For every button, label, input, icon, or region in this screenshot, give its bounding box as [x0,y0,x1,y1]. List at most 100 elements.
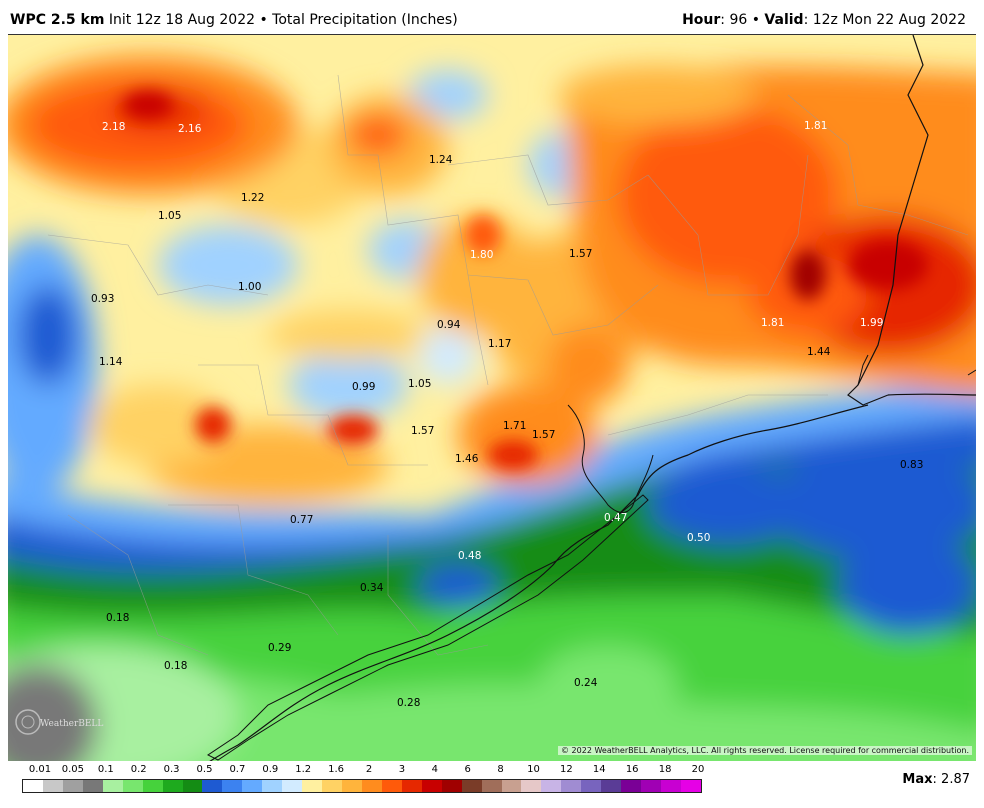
value-label: 0.47 [604,512,627,524]
legend-swatch [421,780,442,792]
legend-swatch [641,780,661,792]
value-label: 0.99 [352,381,375,393]
legend-tick-label: 20 [691,764,705,775]
lake-outline [857,354,976,386]
legend-swatch [82,780,103,792]
legend-tick-label: 16 [625,764,639,775]
valid-value: : 12z Mon 22 Aug 2022 [803,12,966,28]
value-label: 0.28 [397,697,420,709]
value-label: 1.81 [804,120,827,132]
legend-tick-label: 18 [658,764,672,775]
logo-text: WeatherBELL [40,719,103,729]
legend-swatch [142,780,163,792]
hour-label: Hour [682,12,721,28]
value-label: 1.57 [532,429,555,441]
legend-swatch [222,780,243,792]
legend-tick-label: 14 [592,764,606,775]
legend-swatch [202,780,223,792]
legend-tick-label: 0.5 [196,764,213,775]
value-label: 1.14 [99,356,123,368]
legend-swatch [501,780,522,792]
legend-tick-label: 0.01 [28,764,52,775]
legend-swatch [182,780,203,792]
copyright-notice: © 2022 WeatherBELL Analytics, LLC. All r… [558,746,972,755]
value-label: 1.24 [429,154,453,166]
legend-swatch [102,780,123,792]
bay-outline [567,404,654,513]
max-number: : 2.87 [932,772,970,787]
legend-tick-label: 0.7 [229,764,246,775]
county-boundaries [47,74,969,656]
init-text: Init 12z 18 Aug 2022 • Total Precipitati… [108,12,458,28]
max-label: Max [902,772,933,787]
hour-value: : 96 • [720,12,765,28]
legend-tick-label: 1.6 [328,764,345,775]
value-label: 1.00 [238,281,261,293]
value-label: 0.77 [290,514,313,526]
state-boundary [847,35,929,406]
coastline [209,393,976,761]
value-label: 0.94 [437,319,461,331]
legend-swatch [282,780,303,792]
legend-tick-label: 3 [398,764,406,775]
legend-swatch [23,780,43,792]
map-title: WPC 2.5 km Init 12z 18 Aug 2022 • Total … [10,12,458,28]
value-label: 1.99 [860,317,883,329]
legend-tick-label: 10 [527,764,540,775]
value-label: 1.71 [503,420,526,432]
precip-contours [8,55,976,761]
value-label: 0.34 [360,582,384,594]
legend-swatch [601,780,622,792]
value-label: 1.57 [569,248,592,260]
legend-tick-label: 1.2 [295,764,312,775]
legend-swatch [541,780,562,792]
legend-swatch [441,780,462,792]
value-label: 1.44 [807,346,831,358]
legend-swatch [262,780,283,792]
valid-time: Hour: 96 • Valid: 12z Mon 22 Aug 2022 [682,12,966,28]
legend-tick-label: 4 [431,764,438,775]
legend-tick-label: 2 [365,764,373,775]
precip-cores [123,91,928,470]
value-labels: 2.18 2.16 1.24 1.81 1.22 1.05 1.80 1.57 … [91,120,923,709]
legend-tick-label: 0.2 [130,764,147,775]
value-label: 0.50 [687,532,710,544]
legend-swatch [162,780,183,792]
value-label: 0.93 [91,293,114,305]
value-label: 1.57 [411,425,434,437]
legend-swatch [42,780,63,792]
legend-swatch [561,780,582,792]
legend-swatch [521,780,542,792]
weatherbell-logo: WeatherBELL [15,709,103,735]
legend-tick-label: 12 [560,764,573,775]
legend-tick-label: 0.9 [262,764,279,775]
legend-swatches [22,779,702,793]
legend-tick-label: 6 [464,764,471,775]
model-name: WPC 2.5 km [10,12,105,28]
value-label: 1.46 [455,453,479,465]
value-label: 1.81 [761,317,784,329]
value-label: 0.24 [574,677,598,689]
value-label: 0.29 [268,642,291,654]
legend-tick-label: 0.1 [97,764,114,775]
valid-label: Valid [764,12,804,28]
legend-swatch [322,780,342,792]
legend-swatch [581,780,602,792]
value-label: 1.80 [470,249,493,261]
legend-swatch [361,780,382,792]
legend-swatch [481,780,502,792]
value-label: 1.17 [488,338,511,350]
value-label: 1.05 [408,378,431,390]
barrier-island [207,494,649,761]
legend-swatch [461,780,482,792]
legend-swatch [342,780,362,792]
value-label: 2.18 [102,121,125,133]
value-label: 0.18 [106,612,129,624]
value-label: 2.16 [178,123,202,135]
value-label: 1.05 [158,210,181,222]
legend-swatch [661,780,681,792]
legend-swatch [401,780,422,792]
value-label: 0.83 [900,459,923,471]
precipitation-map: 2.18 2.16 1.24 1.81 1.22 1.05 1.80 1.57 … [8,34,976,761]
value-label: 0.48 [458,550,481,562]
